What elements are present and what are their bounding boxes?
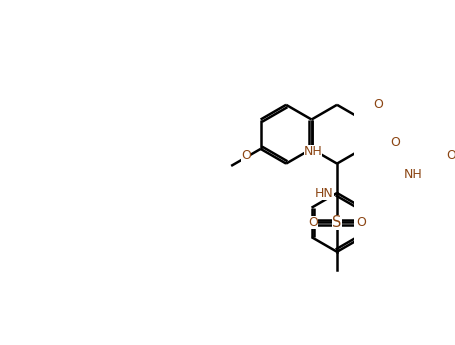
Text: NH: NH (403, 168, 422, 181)
Text: O: O (240, 149, 250, 162)
Text: S: S (332, 215, 341, 230)
Text: HN: HN (314, 187, 333, 199)
Text: NH: NH (303, 146, 322, 158)
Text: O: O (373, 98, 383, 110)
Text: O: O (355, 216, 365, 229)
Text: O: O (389, 136, 399, 149)
Text: O: O (308, 216, 317, 229)
Text: O: O (445, 149, 455, 161)
